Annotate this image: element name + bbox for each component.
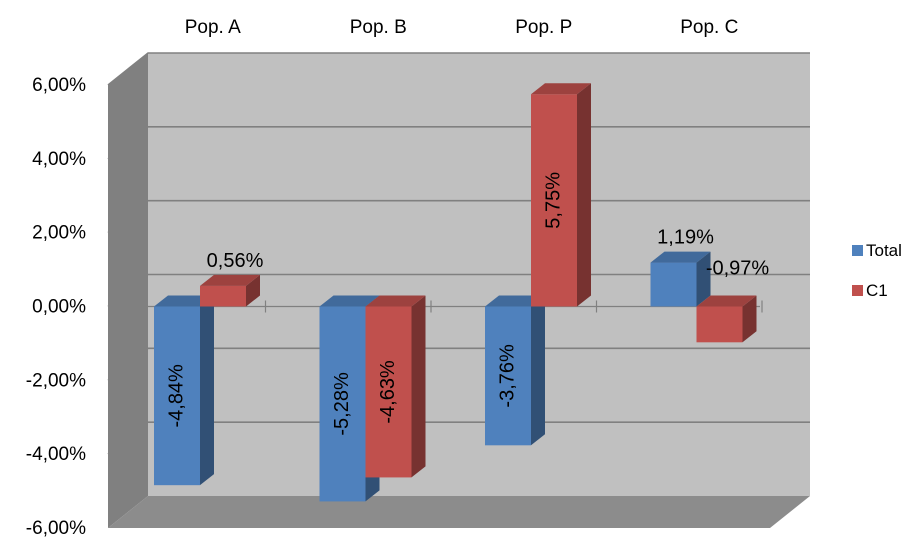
data-labels: -4,84% -5,28% -3,76% 1,19% 0,56% -4,63% 5,75% -… bbox=[165, 172, 769, 436]
bar-side bbox=[200, 295, 214, 486]
y-tick-label: -2,00% bbox=[26, 370, 86, 391]
y-tick-label: 2,00% bbox=[32, 223, 86, 244]
category-label: Pop. C bbox=[680, 17, 738, 38]
bar-top bbox=[531, 83, 591, 95]
data-label: -5,28% bbox=[331, 372, 353, 436]
data-label: 1,19% bbox=[657, 227, 714, 249]
bar-top bbox=[485, 295, 545, 307]
bar-top bbox=[650, 251, 711, 263]
data-label: 5,75% bbox=[542, 172, 564, 229]
bar-front bbox=[319, 306, 366, 502]
bars bbox=[154, 83, 757, 502]
bar bbox=[696, 295, 757, 343]
bar-front bbox=[154, 306, 200, 486]
data-label: -3,76% bbox=[496, 344, 518, 408]
y-tick-label: 4,00% bbox=[32, 149, 86, 170]
bar-side bbox=[531, 295, 545, 446]
category-label: Pop. A bbox=[185, 17, 241, 38]
bar-side bbox=[246, 274, 260, 307]
bar-top bbox=[696, 295, 757, 307]
bar bbox=[485, 295, 545, 446]
bar-front bbox=[650, 262, 697, 307]
y-tick-label: -6,00% bbox=[26, 518, 86, 539]
category-label: Pop. B bbox=[350, 17, 407, 38]
bar-side bbox=[411, 295, 426, 478]
bar-side bbox=[742, 295, 757, 343]
y-tick-label: -4,00% bbox=[26, 444, 86, 465]
bar-side bbox=[696, 251, 711, 307]
floor bbox=[108, 496, 810, 528]
data-label: -4,63% bbox=[377, 360, 399, 424]
data-label: 0,56% bbox=[207, 250, 264, 272]
bar-front bbox=[200, 285, 246, 307]
legend-swatch bbox=[852, 285, 863, 296]
legend-label: C1 bbox=[866, 281, 888, 300]
bar-top bbox=[200, 274, 260, 286]
data-label: -4,84% bbox=[165, 364, 187, 428]
bar-front bbox=[365, 306, 412, 478]
legend-label: Total bbox=[866, 241, 902, 260]
gridline bbox=[107, 52, 810, 86]
gridline bbox=[107, 347, 810, 381]
y-tick-label: 0,00% bbox=[32, 297, 86, 318]
legend: Total C1 bbox=[852, 241, 902, 300]
bar-front bbox=[485, 306, 531, 446]
y-tick-label: 6,00% bbox=[32, 75, 86, 96]
bar bbox=[650, 251, 711, 307]
bar-side bbox=[577, 83, 591, 307]
category-label: Pop. P bbox=[515, 17, 572, 38]
bar bbox=[200, 274, 260, 307]
bar-top bbox=[154, 295, 214, 307]
bar bbox=[154, 295, 214, 486]
data-label: -0,97% bbox=[706, 258, 770, 280]
legend-swatch bbox=[852, 245, 863, 256]
bar-front bbox=[531, 94, 577, 307]
bar bbox=[531, 83, 591, 307]
bar-top bbox=[319, 295, 380, 307]
bar-front bbox=[696, 306, 743, 343]
bar-top bbox=[365, 295, 426, 307]
gridline bbox=[107, 421, 810, 455]
bar bbox=[365, 295, 426, 478]
